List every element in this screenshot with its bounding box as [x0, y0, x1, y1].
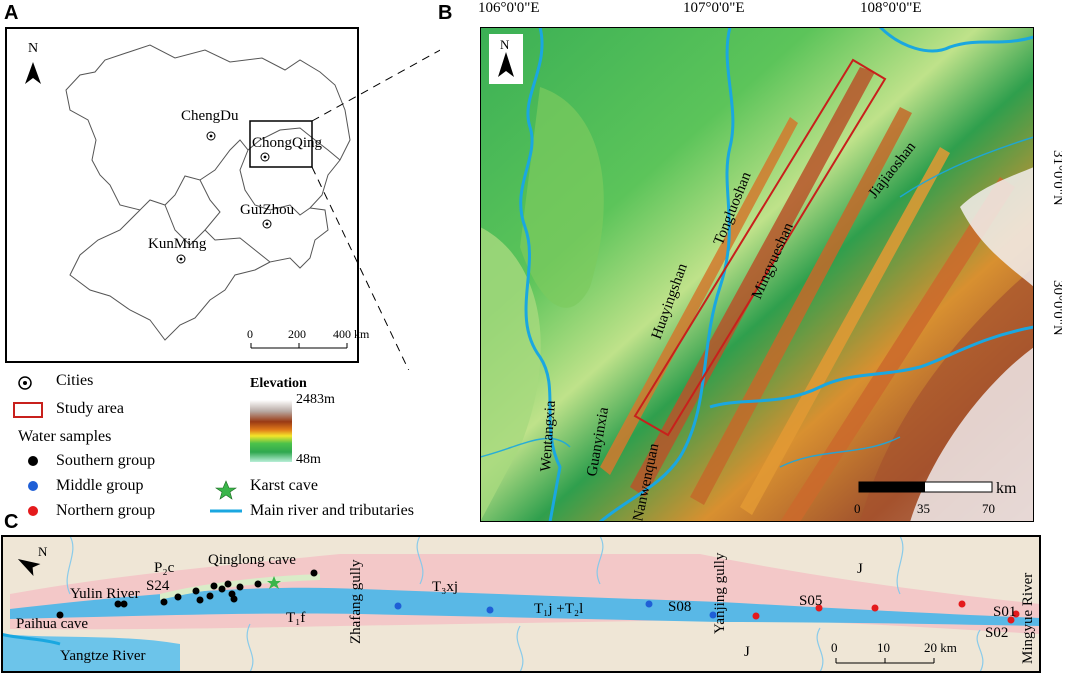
lat-labels: 31°0'0"N 30°0'0"N: [1050, 150, 1062, 336]
north-label-c: N: [38, 544, 48, 559]
legend-middle: Middle group: [56, 477, 144, 494]
map-c-label: S24: [146, 578, 170, 594]
legend-elevation-min: 48m: [296, 452, 321, 467]
northern-samples: [752, 600, 1020, 624]
map-c-label: P₂c: [154, 560, 175, 576]
map-c-label: Qinglong cave: [208, 552, 296, 568]
map-c-label: S01: [993, 604, 1016, 620]
lon-label: 106°0'0"E: [478, 0, 540, 16]
karst-cave-icon: [267, 576, 281, 589]
panel-letter-b: B: [438, 2, 453, 24]
city-label: GuiZhou: [240, 202, 295, 218]
study-area: [633, 58, 887, 437]
map-c-label: Mingyue River: [1020, 573, 1036, 664]
legend-symbols: [13, 376, 292, 516]
lon-label: 108°0'0"E: [860, 0, 922, 16]
map-c-label: J: [857, 561, 863, 577]
mountain-ridges: [600, 67, 1015, 522]
map-c-label: T₁j +T₂l: [534, 601, 583, 617]
legend-northern: Northern group: [56, 502, 156, 519]
north-label-b: N: [500, 37, 510, 52]
map-c-label: Yanjing gully: [712, 552, 728, 634]
legend-elevation-title: Elevation: [250, 376, 307, 391]
province-outlines: [65, 44, 351, 341]
map-c-label: Paihua cave: [16, 616, 88, 632]
legend-cities: Cities: [56, 372, 94, 389]
legend-rivers: Main river and tributaries: [250, 502, 414, 519]
map-c-label: S05: [799, 593, 822, 609]
scale-unit: km: [996, 480, 1017, 497]
southern-samples: [56, 569, 318, 619]
scale-tick: 10: [877, 640, 890, 655]
scale-tick: 400 km: [333, 327, 370, 341]
city-label: ChongQing: [252, 135, 323, 151]
map-c-label: S02: [985, 625, 1008, 641]
map-c-label: J: [744, 644, 750, 660]
panel-letter-c: C: [4, 511, 19, 533]
legend-karst: Karst cave: [250, 477, 318, 494]
map-c-label: T₁f: [286, 610, 305, 626]
city-label: ChengDu: [181, 108, 239, 124]
lon-label: 107°0'0"E: [683, 0, 745, 16]
scale-tick: 200: [288, 327, 306, 341]
lat-label: 31°0'0"N: [1050, 150, 1062, 206]
scale-tick: 20 km: [924, 640, 957, 655]
map-c-label: Zhafang gully: [348, 559, 364, 644]
lat-label: 30°0'0"N: [1050, 280, 1062, 336]
scale-bar-c: [835, 658, 935, 664]
rivers-b: [519, 27, 1034, 522]
scale-tick: 35: [917, 501, 930, 516]
middle-samples: [394, 600, 717, 619]
map-c-label: Yangtze River: [60, 648, 146, 664]
scale-bar-a: [250, 343, 348, 349]
map-c-label: Yulin River: [70, 586, 140, 602]
north-arrow-icon: [25, 62, 41, 84]
panel-letter-a: A: [4, 2, 19, 24]
mountain-label: Wentangxia: [538, 400, 559, 473]
city-markers: [176, 131, 272, 264]
north-arrow-icon: [17, 559, 41, 577]
scale-bar-b: [858, 481, 993, 493]
map-c: N Qinglong cave Yulin River S24 P₂c Paih…: [1, 535, 1041, 673]
scale-tick: 0: [831, 640, 838, 655]
scale-tick: 70: [982, 501, 995, 516]
legend-water-samples: Water samples: [18, 428, 112, 445]
scale-tick: 0: [247, 327, 253, 341]
north-label-a: N: [28, 41, 38, 56]
legend-study-area: Study area: [56, 400, 124, 417]
map-c-label: T₃xj: [432, 579, 458, 595]
map-a: N ChengDu ChongQing GuiZhou KunMing 0 20…: [5, 27, 440, 370]
legend-southern: Southern group: [56, 452, 156, 469]
city-label: KunMing: [148, 236, 207, 252]
map-b: N Jiajiaoshan Tongluoshan Mingyueshan Hu…: [480, 27, 1034, 522]
north-arrow-icon: [498, 52, 514, 77]
scale-tick: 0: [854, 501, 861, 516]
map-c-label: S08: [668, 599, 691, 615]
legend-elevation-max: 2483m: [296, 392, 335, 407]
